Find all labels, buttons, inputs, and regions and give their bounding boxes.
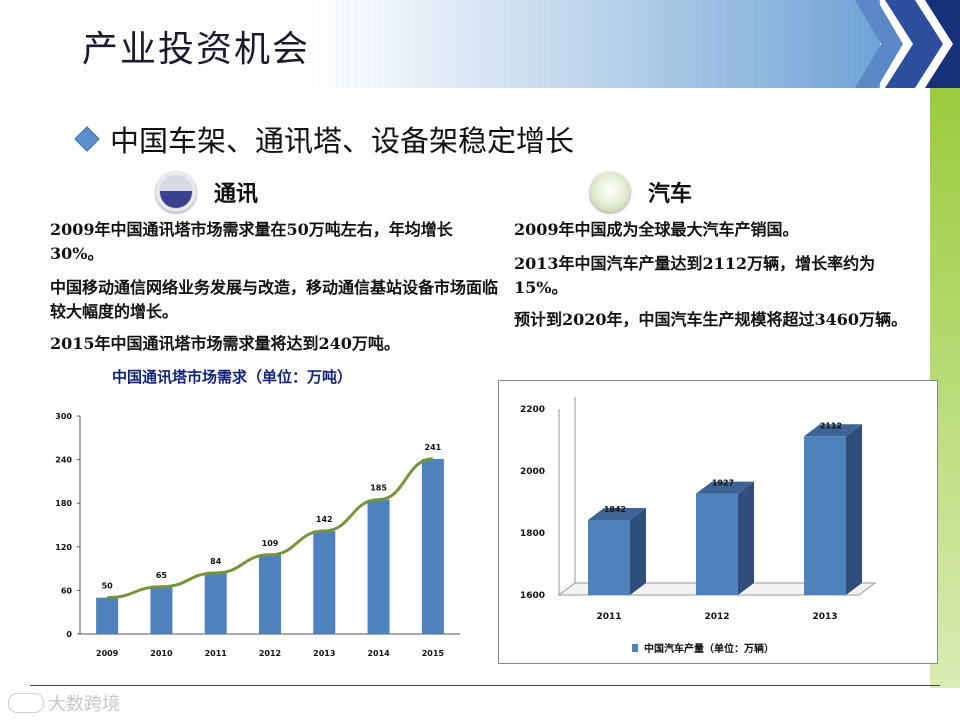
header-chevron-decoration bbox=[855, 0, 960, 88]
x-tick-label: 2011 bbox=[205, 649, 228, 658]
y-tick-label: 1600 bbox=[520, 591, 545, 601]
telecom-paragraph-3: 2015年中国通讯塔市场需求量将达到240万吨。 bbox=[50, 334, 400, 353]
y-tick-label: 1800 bbox=[520, 529, 545, 539]
auto-production-chart: 1600 1800 2000 2200 1842 2011 1927 2012 2112 2013 bbox=[498, 380, 938, 664]
telecom-tower-demand-chart: 0 60 120 180 240 300 50 2009 65 2010 84 2011 109 2012… bbox=[30, 400, 470, 670]
data-label: 109 bbox=[262, 539, 279, 548]
y-tick-label: 2200 bbox=[520, 405, 545, 415]
bar bbox=[204, 572, 227, 634]
bar bbox=[696, 493, 738, 595]
x-tick-label: 2011 bbox=[596, 612, 621, 622]
watermark-text: 大数跨境 bbox=[48, 694, 120, 715]
trend-line bbox=[107, 457, 434, 600]
y-tick-label: 120 bbox=[55, 543, 72, 552]
auto-paragraph-1: 2009年中国成为全球最大汽车产销国。 bbox=[514, 220, 799, 239]
data-label: 84 bbox=[210, 557, 222, 566]
bar bbox=[150, 586, 173, 634]
bar bbox=[421, 458, 444, 634]
auto-orb-icon bbox=[590, 172, 630, 212]
bar-top bbox=[588, 507, 646, 520]
watermark: 大数跨境 bbox=[8, 690, 120, 716]
data-label: 65 bbox=[156, 571, 168, 580]
x-tick-label: 2012 bbox=[259, 649, 281, 658]
telecom-chart-svg: 0 60 120 180 240 300 50 2009 65 2010 84 2011 109 2012… bbox=[55, 412, 460, 658]
telecom-orb-icon bbox=[156, 172, 196, 212]
y-tick-label: 300 bbox=[55, 412, 72, 421]
diamond-bullet-icon bbox=[74, 126, 100, 152]
bar bbox=[367, 499, 390, 634]
data-label: 1927 bbox=[712, 479, 734, 488]
y-tick-label: 180 bbox=[55, 499, 72, 508]
bar bbox=[259, 554, 281, 634]
auto-chart-legend: 中国汽车产量（单位：万辆） bbox=[632, 640, 774, 655]
x-tick-label: 2009 bbox=[96, 649, 119, 658]
telecom-chart-title: 中国通讯塔市场需求（单位：万吨） bbox=[112, 368, 353, 386]
legend-label: 中国汽车产量（单位：万辆） bbox=[644, 644, 774, 655]
footer-divider bbox=[30, 685, 940, 686]
data-label: 185 bbox=[370, 484, 387, 493]
bar bbox=[96, 597, 119, 634]
data-label: 1842 bbox=[604, 505, 626, 514]
data-label: 241 bbox=[425, 443, 442, 452]
y-tick-label: 240 bbox=[55, 456, 72, 465]
subheading: 中国车架、通讯塔、设备架稳定增长 bbox=[74, 118, 575, 160]
bar-side bbox=[630, 507, 646, 595]
y-tick-label: 2000 bbox=[520, 467, 545, 477]
data-label: 2112 bbox=[820, 421, 842, 430]
x-tick-label: 2013 bbox=[313, 649, 335, 658]
y-tick-label: 0 bbox=[66, 630, 72, 639]
x-tick-label: 2014 bbox=[367, 649, 390, 658]
x-tick-label: 2010 bbox=[150, 649, 173, 658]
bar-side bbox=[738, 481, 754, 595]
data-label: 142 bbox=[316, 515, 333, 524]
x-tick-label: 2013 bbox=[812, 612, 837, 622]
bar-top bbox=[804, 424, 862, 437]
x-tick-label: 2015 bbox=[422, 649, 445, 658]
data-label: 50 bbox=[102, 582, 114, 591]
bar-top bbox=[696, 481, 754, 494]
legend-swatch bbox=[632, 643, 638, 652]
telecom-paragraph-2: 中国移动通信网络业务发展与改造，移动通信基站设备市场面临较大幅度的增长。 bbox=[50, 278, 499, 321]
header-band bbox=[0, 0, 880, 88]
watermark-logo-icon bbox=[8, 693, 44, 713]
telecom-section-header: 通讯 bbox=[156, 172, 258, 212]
bar bbox=[804, 436, 846, 595]
bar bbox=[588, 519, 630, 595]
telecom-heading: 通讯 bbox=[214, 181, 259, 207]
x-tick-label: 2012 bbox=[704, 612, 729, 622]
bar bbox=[313, 530, 336, 634]
auto-section-header: 汽车 bbox=[590, 172, 692, 212]
y-tick-label: 60 bbox=[61, 586, 73, 595]
bar-side bbox=[846, 424, 862, 595]
telecom-paragraph-1: 2009年中国通讯塔市场需求量在50万吨左右，年均增长30%。 bbox=[50, 220, 453, 263]
auto-paragraph-2: 2013年中国汽车产量达到2112万辆，增长率约为15%。 bbox=[514, 254, 876, 297]
auto-heading: 汽车 bbox=[648, 181, 693, 207]
subheading-text: 中国车架、通讯塔、设备架稳定增长 bbox=[110, 124, 575, 158]
page-title: 产业投资机会 bbox=[82, 29, 311, 70]
auto-paragraph-3: 预计到2020年，中国汽车生产规模将超过3460万辆。 bbox=[514, 310, 908, 329]
auto-chart-svg: 1600 1800 2000 2200 1842 2011 1927 2012 2112 2013 bbox=[520, 397, 877, 622]
